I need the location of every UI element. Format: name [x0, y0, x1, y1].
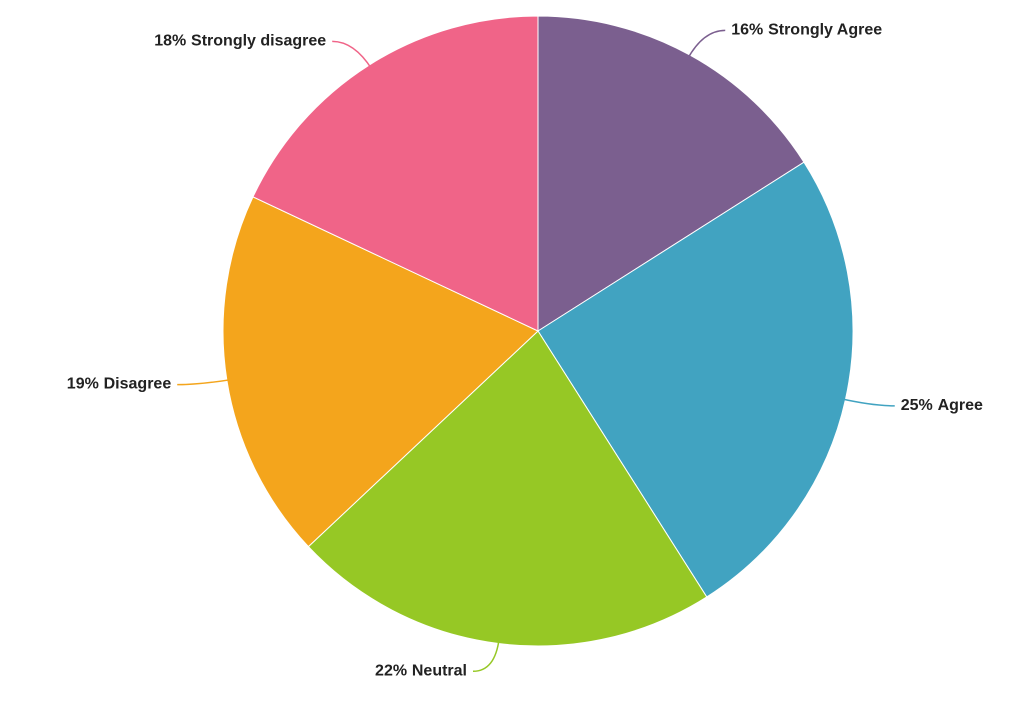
slice-label: 16% Strongly Agree: [731, 22, 882, 39]
slice-category-label: Strongly disagree: [191, 33, 326, 50]
slice-category-label: Disagree: [104, 376, 172, 393]
leader-line: [177, 378, 232, 386]
leader-line: [840, 397, 895, 407]
slice-value-label: 18%: [154, 33, 186, 50]
leader-line: [472, 638, 500, 673]
leader-line: [686, 29, 726, 60]
slice-label: 19% Disagree: [67, 376, 172, 393]
slice-value-label: 19%: [67, 376, 99, 393]
slice-category-label: Strongly Agree: [768, 22, 882, 39]
slice-label: 18% Strongly disagree: [154, 33, 326, 50]
slice-category-label: Neutral: [412, 663, 467, 680]
slice-label: 22% Neutral: [375, 663, 467, 680]
slice-value-label: 16%: [731, 22, 763, 39]
slice-category-label: Agree: [938, 397, 983, 414]
leader-line: [332, 40, 373, 70]
slice-value-label: 22%: [375, 663, 407, 680]
slice-value-label: 25%: [901, 397, 933, 414]
slice-label: 25% Agree: [901, 397, 983, 414]
